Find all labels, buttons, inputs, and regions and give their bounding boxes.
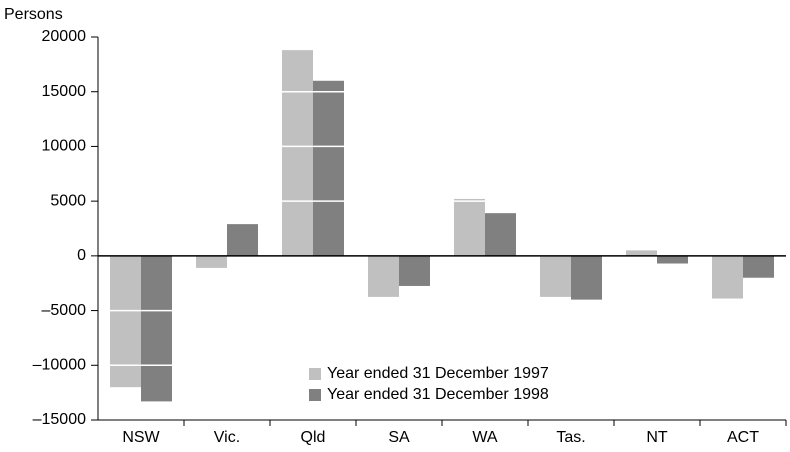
bar xyxy=(626,250,657,256)
x-tick-label: Vic. xyxy=(214,429,240,446)
x-tick-label: Tas. xyxy=(556,429,585,446)
bar xyxy=(110,255,141,388)
y-tick-label: –10000 xyxy=(33,357,86,374)
bar xyxy=(743,255,774,278)
y-tick-label: 0 xyxy=(77,247,86,264)
legend-swatch xyxy=(309,368,321,380)
y-axis-label: Persons xyxy=(4,6,63,23)
legend-label: Year ended 31 December 1997 xyxy=(327,365,549,382)
y-tick-label: 10000 xyxy=(42,138,87,155)
x-tick-label: NSW xyxy=(122,429,160,446)
bar xyxy=(313,80,344,256)
legend-label: Year ended 31 December 1998 xyxy=(327,386,549,403)
legend-swatch xyxy=(309,389,321,401)
bar xyxy=(712,255,743,299)
x-tick-label: NT xyxy=(646,429,668,446)
bar xyxy=(282,50,313,256)
bar xyxy=(454,198,485,256)
bar xyxy=(399,255,430,286)
bar xyxy=(571,255,602,300)
bar xyxy=(657,255,688,264)
y-tick-label: 20000 xyxy=(42,28,87,45)
bar xyxy=(485,213,516,256)
y-tick-label: –5000 xyxy=(42,302,87,319)
y-tick-label: –15000 xyxy=(33,411,86,428)
y-tick-label: 5000 xyxy=(50,192,86,209)
bar xyxy=(227,224,258,256)
bar xyxy=(141,255,172,402)
x-tick-label: WA xyxy=(472,429,498,446)
x-tick-label: ACT xyxy=(727,429,759,446)
y-tick-label: 15000 xyxy=(42,83,87,100)
x-tick-label: Qld xyxy=(301,429,326,446)
bar xyxy=(368,255,399,297)
bar xyxy=(540,255,571,297)
bar xyxy=(196,255,227,268)
x-tick-label: SA xyxy=(388,429,410,446)
